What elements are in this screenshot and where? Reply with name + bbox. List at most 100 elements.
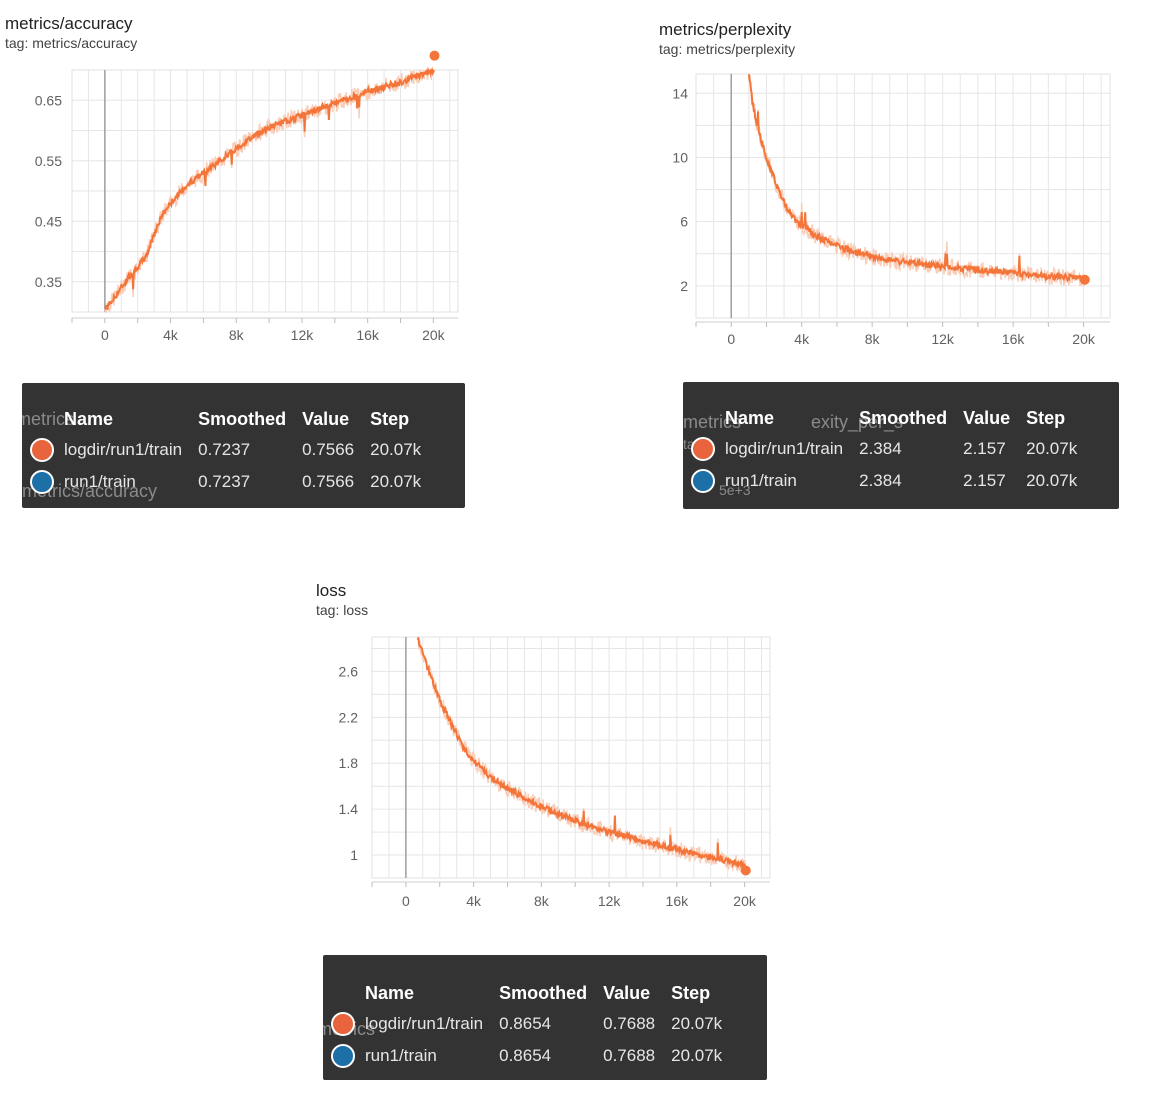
raw-value: 2.157 [963,471,1006,490]
x-tick-label: 20k [733,893,757,909]
y-tick-label: 1.8 [339,755,359,771]
tooltip-table: Name Smoothed Value Step logdir/run1/tra… [331,979,730,1072]
y-tick-label: 1.4 [339,801,359,817]
header-name: Name [365,983,415,1003]
x-tick-label: 20k [1072,331,1096,347]
header-name: Name [725,408,775,428]
y-tick-label: 6 [680,214,688,230]
series-smoothed-line [416,637,747,871]
header-name: Name [64,409,114,429]
raw-value: 0.7688 [603,1046,656,1065]
run-name: logdir/run1/train [64,440,183,459]
smoothed-value: 0.7237 [198,472,251,491]
run-color-swatch [331,1044,355,1068]
x-tick-label: 12k [931,331,955,347]
chart-tag: tag: metrics/accuracy [5,35,138,51]
tooltip-row: logdir/run1/train 0.8654 0.7688 20.07k [331,1008,730,1040]
run-name: logdir/run1/train [365,1014,484,1033]
run-color-swatch [331,1012,355,1036]
step-value: 20.07k [671,1014,723,1033]
raw-value: 0.7566 [302,472,355,491]
header-value: Value [302,409,350,429]
accuracy-chart[interactable]: 0 4k 8k 12k 16k 20k 0.35 0.45 0.55 0.65 [0,0,470,360]
y-tick-label: 14 [672,85,688,101]
run-name: run1/train [64,472,136,491]
y-tick-label: 0.55 [35,153,62,169]
ghost-label: 5e+3 [719,482,751,498]
header-step: Step [370,409,410,429]
y-tick-label: 2.2 [339,709,359,725]
y-tick-label: 0.65 [35,92,62,108]
header-step: Step [1026,408,1066,428]
plot-frame [695,73,1111,319]
raw-value: 0.7566 [302,440,355,459]
raw-value: 2.157 [963,439,1006,458]
chart-title: loss [316,581,347,600]
tooltip-table: Name Smoothed Value Step logdir/run1/tra… [691,404,1085,497]
x-tick-label: 4k [794,331,810,347]
accuracy-tooltip: metrics metrics/accuracy Name Smoothed V… [22,383,465,508]
loss-card: loss tag: loss [316,581,368,619]
run-color-swatch [30,438,54,462]
y-tick-label: 10 [672,149,688,165]
accuracy-card: metrics/accuracy tag: metrics/accuracy [5,14,137,52]
ghost-label: metrics [22,409,74,429]
y-tick-label: 0.35 [35,274,62,290]
header-step: Step [671,983,711,1003]
ghost-label: metrics [683,412,741,432]
tooltip-row: logdir/run1/train 0.7237 0.7566 20.07k [30,434,429,466]
perplexity-card: metrics/perplexity tag: metrics/perplexi… [659,20,795,58]
run-color-swatch [30,470,54,494]
x-tick-label: 16k [356,327,380,343]
smoothed-value: 0.8654 [499,1046,552,1065]
x-tick-label: 8k [865,331,881,347]
smoothed-value: 0.8654 [499,1014,552,1033]
x-tick-label: 16k [1002,331,1026,347]
run-name: run1/train [365,1046,437,1065]
x-tick-label: 8k [229,327,245,343]
series-smoothed-line [104,66,435,311]
run-color-swatch [691,437,715,461]
run-name: logdir/run1/train [725,439,844,458]
tooltip-table: Name Smoothed Value Step logdir/run1/tra… [30,405,429,498]
x-tick-label: 12k [291,327,315,343]
header-value: Value [963,408,1011,428]
step-value: 20.07k [370,440,422,459]
chart-title: metrics/accuracy [5,14,133,33]
run-name: run1/train [725,471,797,490]
y-tick-label: 2.6 [339,663,359,679]
tooltip-header-row: Name Smoothed Value Step [30,405,429,434]
step-value: 20.07k [370,472,422,491]
step-value: 20.07k [671,1046,723,1065]
y-tick-label: 0.45 [35,213,62,229]
tooltip-row: run1/train 0.7237 0.7566 20.07k [30,466,429,498]
x-tick-label: 20k [422,327,446,343]
y-tick-label: 2 [680,278,688,294]
plot-frame [371,636,771,879]
loss-tooltip: metrics Name Smoothed Value Step logdir/… [323,955,767,1080]
raw-value: 0.7688 [603,1014,656,1033]
x-tick-label: 16k [666,893,690,909]
header-smoothed: Smoothed [859,408,948,428]
x-tick-label: 8k [534,893,550,909]
x-tick-label: 12k [598,893,622,909]
x-tick-label: 0 [727,331,735,347]
step-value: 20.07k [1026,439,1078,458]
series-smoothed-line [747,74,1085,283]
run-color-swatch [691,469,715,493]
series-end-point [740,865,751,876]
loss-chart[interactable]: 0 4k 8k 12k 16k 20k 1 1.4 1.8 2.2 2.6 [300,560,800,920]
plot-frame [71,69,459,313]
tooltip-row: logdir/run1/train 2.384 2.157 20.07k [691,433,1085,465]
perplexity-chart[interactable]: 0 4k 8k 12k 16k 20k 2 6 10 14 [640,0,1140,360]
chart-tag: tag: metrics/perplexity [659,41,796,57]
x-tick-label: 0 [402,893,410,909]
ghost-label: metrics/accuracy [22,481,158,501]
header-value: Value [603,983,651,1003]
series-end-point [429,50,440,61]
x-tick-label: 0 [101,327,109,343]
tooltip-header-row: Name Smoothed Value Step [691,404,1085,433]
smoothed-value: 2.384 [859,471,902,490]
tooltip-row: run1/train 2.384 2.157 20.07k [691,465,1085,497]
series-end-point [1079,274,1090,285]
